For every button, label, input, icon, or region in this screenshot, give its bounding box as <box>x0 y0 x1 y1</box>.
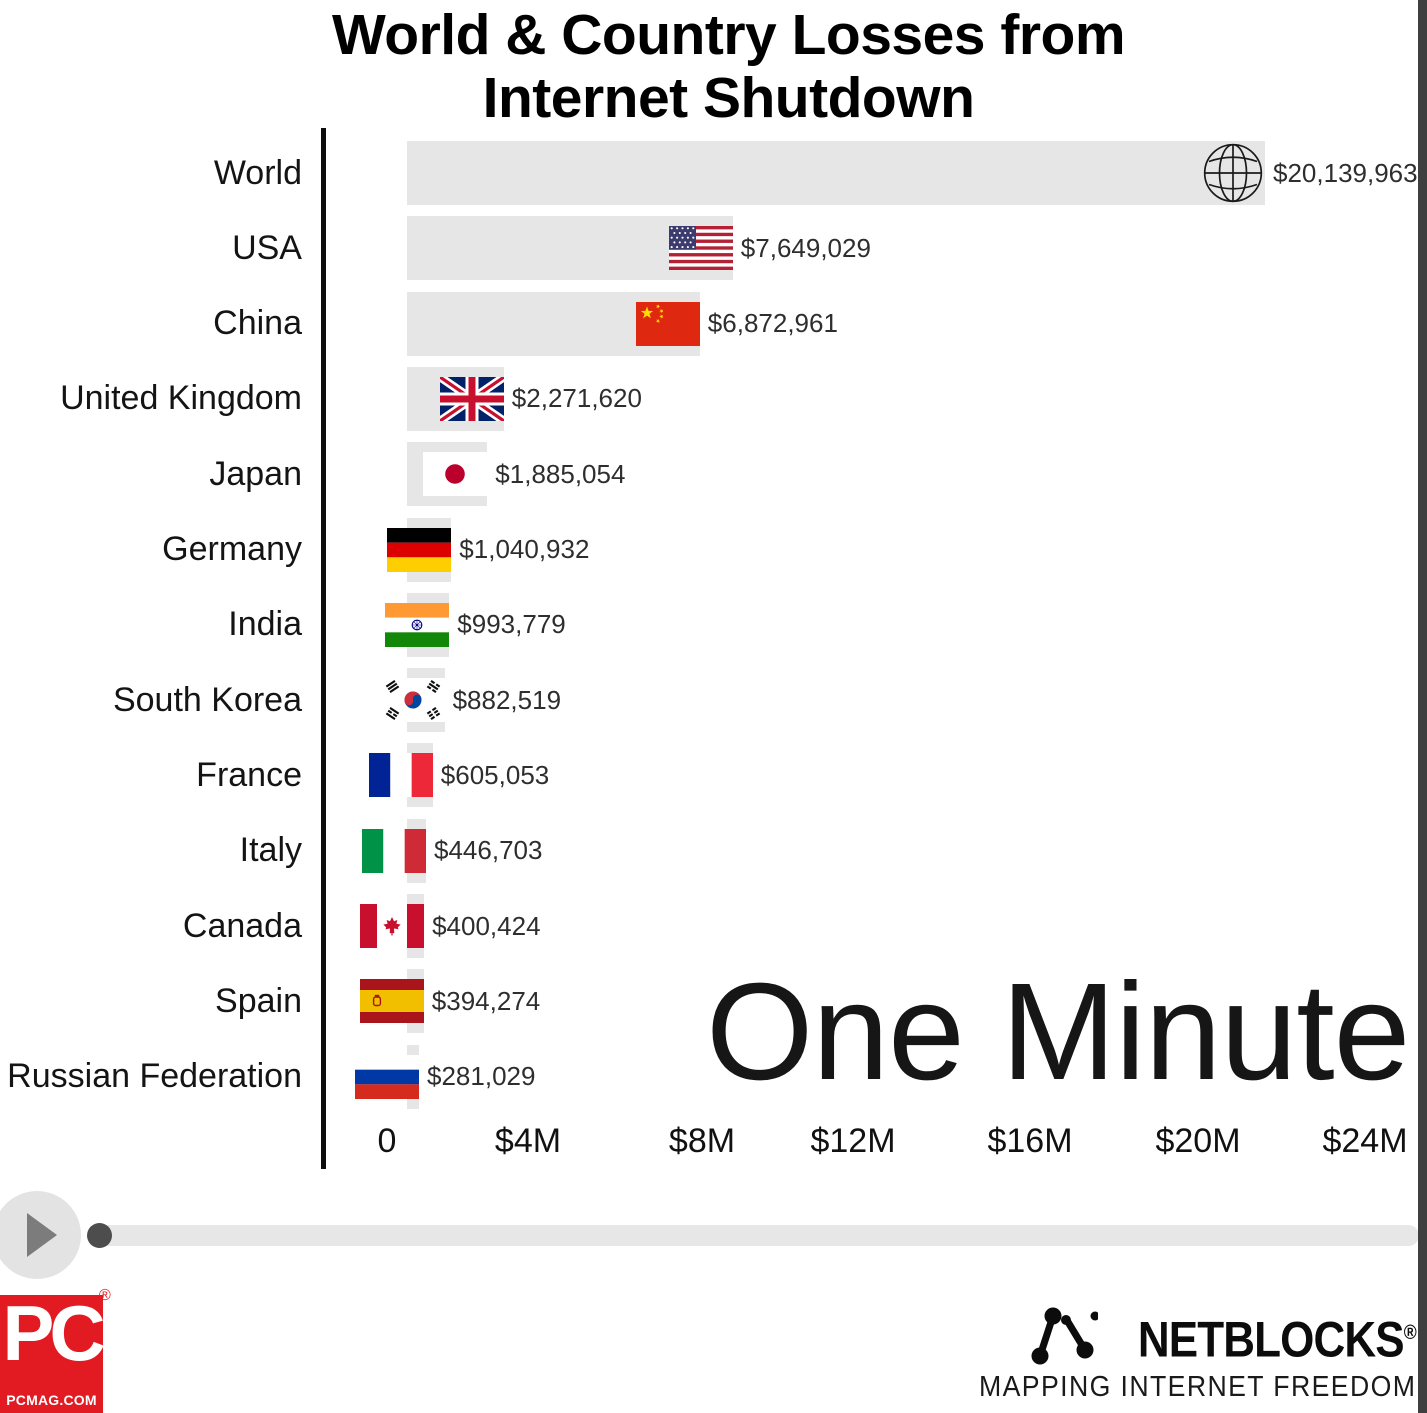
chart-title: World & Country Losses from Internet Shu… <box>30 4 1427 130</box>
pcmag-logo-text: PC <box>2 1289 105 1377</box>
china-flag <box>635 301 700 346</box>
category-label-usa: USA <box>232 228 302 267</box>
x-tick-label-4: $16M <box>987 1122 1073 1160</box>
category-label-canada: Canada <box>182 906 302 945</box>
category-label-russian-federation: Russian Federation <box>7 1057 302 1096</box>
play-button[interactable] <box>0 1191 81 1279</box>
value-label-china: $6,872,961 <box>707 308 838 339</box>
pcmag-url-text: PCMAG.COM <box>6 1392 97 1408</box>
netblocks-logo: NETBLOCKS® MAPPING INTERNET FREEDOM <box>941 1303 1417 1403</box>
value-label-world: $20,139,963 <box>1273 157 1418 188</box>
x-tick-label-2: $8M <box>668 1122 736 1160</box>
category-label-spain: Spain <box>215 981 302 1020</box>
progress-handle[interactable] <box>87 1223 112 1248</box>
canada-flag <box>360 904 425 948</box>
value-label-usa: $7,649,029 <box>740 232 871 263</box>
y-axis-line <box>321 128 326 1169</box>
italy-flag <box>362 828 426 873</box>
pcmag-registered-mark: ® <box>99 1287 111 1304</box>
usa-flag <box>668 226 733 271</box>
value-label-india: $993,779 <box>457 609 566 640</box>
x-tick-label-5: $20M <box>1155 1122 1241 1160</box>
russia-flag <box>355 1054 419 1099</box>
category-label-south-korea: South Korea <box>112 680 302 719</box>
chart-title-line2: Internet Shutdown <box>482 66 975 130</box>
netblocks-network-icon <box>1031 1307 1099 1365</box>
uk-flag <box>439 376 504 421</box>
pcmag-logo: PC PCMAG.COM <box>0 1291 106 1413</box>
spain-flag <box>359 979 424 1024</box>
value-label-germany: $1,040,932 <box>459 534 590 564</box>
value-label-united-kingdom: $2,271,620 <box>511 383 642 414</box>
category-label-china: China <box>213 304 302 343</box>
frame-time-label: One Minute <box>706 955 1410 1109</box>
india-flag <box>385 602 450 647</box>
screen-edge-strip <box>1418 0 1427 1413</box>
category-label-france: France <box>196 755 302 794</box>
netblocks-tagline: MAPPING INTERNET FREEDOM <box>978 1370 1416 1403</box>
progress-bar[interactable] <box>87 1223 1419 1248</box>
bar-world <box>407 141 1265 205</box>
value-label-canada: $400,424 <box>432 910 541 941</box>
category-label-italy: Italy <box>239 831 302 870</box>
value-label-south-korea: $882,519 <box>452 684 562 715</box>
value-label-russian-federation: $281,029 <box>427 1061 536 1092</box>
france-flag <box>368 753 433 798</box>
x-tick-label-3: $12M <box>810 1122 896 1160</box>
x-tick-label-0: 0 <box>377 1122 397 1160</box>
germany-flag <box>387 527 452 572</box>
japan-flag <box>423 452 488 497</box>
category-label-japan: Japan <box>209 454 302 493</box>
south-korea-flag <box>380 678 445 723</box>
category-label-germany: Germany <box>162 530 302 568</box>
value-label-italy: $446,703 <box>434 835 543 866</box>
netblocks-registered-mark: ® <box>1403 1322 1417 1344</box>
chart-title-line1: World & Country Losses from <box>331 3 1126 67</box>
pcmag-logo-box: PC PCMAG.COM <box>0 1291 106 1413</box>
netblocks-name: NETBLOCKS <box>1138 1311 1405 1368</box>
globe-icon <box>1202 142 1264 204</box>
category-label-united-kingdom: United Kingdom <box>60 379 302 418</box>
category-label-world: World <box>213 153 302 192</box>
value-label-france: $605,053 <box>440 759 550 790</box>
netblocks-wordmark: NETBLOCKS® <box>1138 1303 1417 1370</box>
value-label-spain: $394,274 <box>431 985 541 1016</box>
value-label-japan: $1,885,054 <box>495 458 626 489</box>
x-tick-label-6: $24M <box>1322 1122 1408 1160</box>
x-tick-label-1: $4M <box>494 1122 562 1160</box>
category-label-india: India <box>228 605 302 644</box>
play-icon <box>27 1213 57 1257</box>
